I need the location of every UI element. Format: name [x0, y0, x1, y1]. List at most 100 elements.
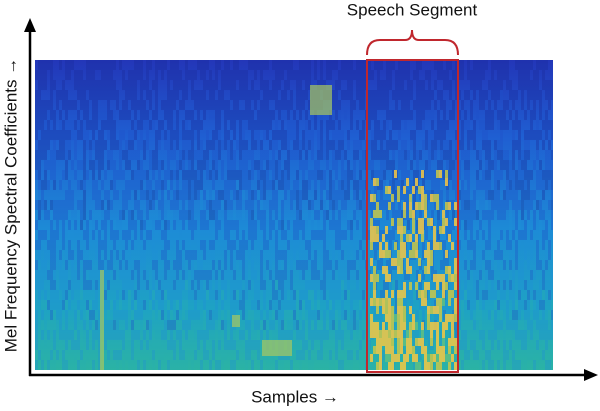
texture-cell: [53, 360, 56, 370]
texture-cell: [443, 140, 446, 150]
texture-cell: [412, 226, 415, 234]
texture-cell: [293, 310, 296, 320]
texture-cell: [191, 330, 194, 340]
texture-cell: [356, 250, 359, 260]
texture-cell: [446, 240, 449, 250]
texture-cell: [209, 250, 212, 260]
texture-cell: [134, 300, 137, 310]
texture-cell: [425, 240, 428, 250]
texture-cell: [479, 150, 482, 160]
texture-cell: [50, 100, 53, 110]
texture-cell: [380, 90, 383, 100]
texture-cell: [401, 280, 404, 290]
texture-cell: [86, 240, 89, 250]
texture-cell: [170, 320, 173, 330]
texture-cell: [254, 90, 257, 100]
texture-cell: [161, 70, 164, 80]
texture-cell: [551, 180, 553, 190]
texture-cell: [134, 310, 137, 320]
texture-cell: [262, 340, 292, 356]
texture-cell: [107, 310, 110, 320]
texture-cell: [335, 110, 338, 120]
texture-cell: [347, 360, 350, 370]
texture-cell: [410, 140, 413, 150]
texture-cell: [521, 210, 524, 220]
texture-cell: [155, 210, 158, 220]
texture-cell: [194, 130, 197, 140]
texture-cell: [113, 160, 116, 170]
texture-cell: [406, 234, 409, 242]
texture-cell: [542, 120, 545, 130]
texture-cell: [440, 260, 443, 270]
texture-cell: [421, 290, 424, 298]
texture-cell: [476, 60, 479, 70]
texture-cell: [149, 220, 152, 230]
texture-cell: [398, 80, 401, 90]
texture-cell: [149, 90, 152, 100]
texture-cell: [539, 90, 542, 100]
texture-cell: [524, 240, 527, 250]
texture-cell: [104, 260, 107, 270]
texture-cell: [311, 170, 314, 180]
texture-cell: [227, 270, 230, 280]
texture-cell: [161, 120, 164, 130]
texture-cell: [376, 298, 379, 306]
texture-cell: [436, 194, 439, 202]
texture-cell: [251, 270, 254, 280]
texture-cell: [374, 60, 377, 70]
texture-cell: [536, 60, 539, 70]
texture-cell: [200, 220, 203, 230]
texture-cell: [512, 200, 515, 210]
texture-cell: [188, 70, 191, 80]
texture-cell: [437, 250, 440, 260]
texture-cell: [430, 338, 433, 346]
texture-cell: [257, 120, 260, 130]
texture-cell: [233, 70, 236, 80]
texture-cell: [512, 190, 515, 200]
texture-cell: [470, 290, 473, 300]
texture-cell: [65, 160, 68, 170]
texture-cell: [506, 230, 509, 240]
texture-cell: [146, 220, 149, 230]
texture-cell: [407, 60, 410, 70]
texture-cell: [548, 200, 551, 210]
texture-cell: [374, 90, 377, 100]
texture-cell: [278, 160, 281, 170]
texture-cell: [368, 260, 371, 270]
texture-cell: [308, 170, 311, 180]
texture-cell: [212, 250, 215, 260]
texture-cell: [77, 160, 80, 170]
texture-cell: [512, 250, 515, 260]
texture-cell: [143, 220, 146, 230]
texture-cell: [401, 150, 404, 160]
texture-cell: [242, 310, 245, 320]
texture-cell: [409, 210, 412, 218]
texture-cell: [329, 120, 332, 130]
texture-cell: [539, 180, 542, 190]
texture-cell: [71, 220, 74, 230]
texture-cell: [491, 360, 494, 370]
texture-cell: [494, 300, 497, 310]
texture-cell: [380, 140, 383, 150]
texture-cell: [388, 330, 391, 338]
texture-cell: [485, 110, 488, 120]
texture-cell: [305, 290, 308, 300]
texture-cell: [293, 120, 296, 130]
texture-cell: [89, 270, 92, 280]
texture-cell: [392, 280, 395, 290]
texture-cell: [374, 200, 377, 210]
texture-cell: [451, 330, 454, 338]
texture-cell: [149, 290, 152, 300]
texture-cell: [185, 140, 188, 150]
texture-cell: [215, 280, 218, 290]
texture-cell: [464, 360, 467, 370]
texture-cell: [299, 70, 302, 80]
texture-cell: [416, 260, 419, 270]
texture-cell: [452, 210, 455, 220]
texture-cell: [284, 190, 287, 200]
texture-cell: [227, 330, 230, 340]
texture-cell: [179, 280, 182, 290]
texture-cell: [320, 170, 323, 180]
texture-cell: [473, 90, 476, 100]
texture-cell: [374, 120, 377, 130]
